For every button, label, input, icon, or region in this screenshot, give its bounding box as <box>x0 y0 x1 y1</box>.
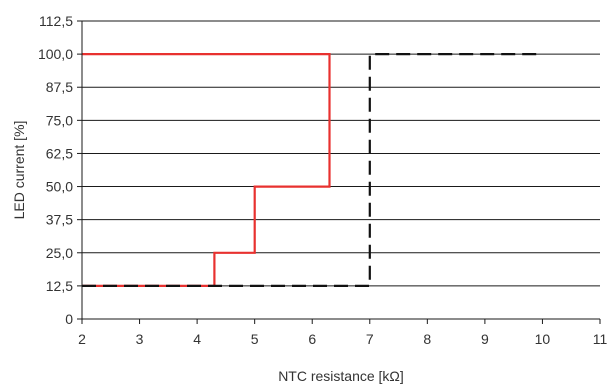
series-group <box>82 52 543 287</box>
y-tick-label: 62,5 <box>46 145 73 161</box>
x-tick-label: 2 <box>78 331 86 347</box>
y-tick-label: 87,5 <box>46 79 73 95</box>
y-tick-label: 100,0 <box>38 46 73 62</box>
x-tick-labels: 2 3 4 5 6 7 8 9 10 11 <box>78 331 607 347</box>
y-tick-label: 12,5 <box>46 278 73 294</box>
x-tick-label: 5 <box>251 331 259 347</box>
x-tick-label: 6 <box>308 331 316 347</box>
y-tick-label: 25,0 <box>46 245 73 261</box>
x-axis-label: NTC resistance [kΩ] <box>278 368 404 384</box>
y-tick-label: 112,5 <box>39 13 73 29</box>
x-tick-label: 7 <box>366 331 374 347</box>
grid-lines <box>82 20 600 287</box>
y-tick-labels: 0 12,5 25,0 37,5 50,0 62,5 75,0 87,5 100,0 112,5 <box>38 13 73 327</box>
y-tick-label: 37,5 <box>46 212 73 228</box>
y-tick-label: 75,0 <box>46 112 73 128</box>
series-line-dashed-black <box>82 52 543 287</box>
y-tick-label: 50,0 <box>46 179 73 195</box>
x-tick-label: 4 <box>193 331 201 347</box>
y-tick-label: 0 <box>65 311 73 327</box>
x-tick-label: 11 <box>593 331 607 347</box>
x-tick-label: 10 <box>535 331 551 347</box>
series-line-solid-red <box>82 52 331 287</box>
x-tick-label: 9 <box>481 331 489 347</box>
axes <box>77 20 601 324</box>
y-axis-label: LED current [%] <box>11 121 27 220</box>
x-tick-label: 8 <box>423 331 431 347</box>
x-tick-label: 3 <box>136 331 144 347</box>
